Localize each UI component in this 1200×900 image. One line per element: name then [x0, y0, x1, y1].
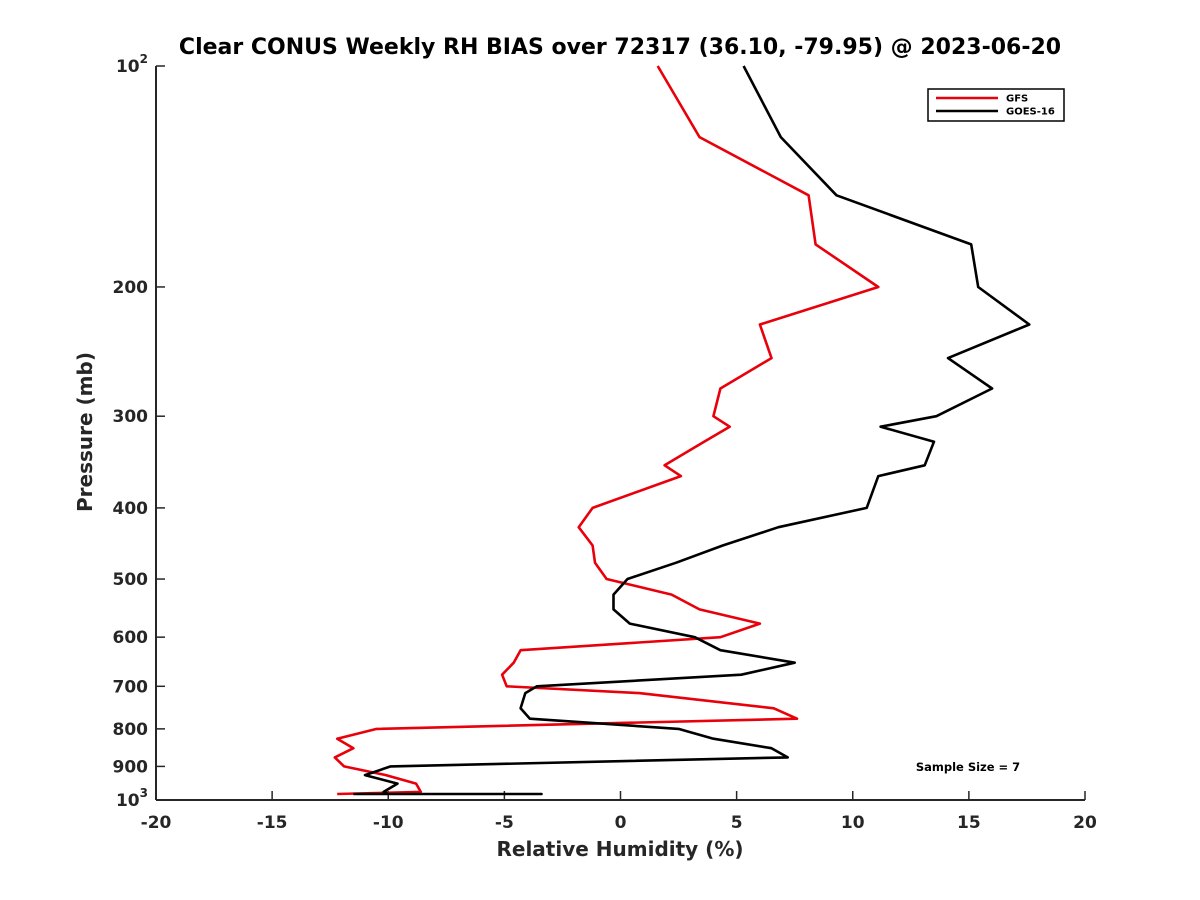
legend-label: GFS — [1006, 94, 1028, 105]
series-line-goes-16 — [353, 65, 1031, 796]
legend-box — [927, 88, 1065, 122]
y-tick-label: 400 — [113, 499, 149, 519]
x-tick-label: 10 — [841, 813, 865, 833]
x-tick-label: -5 — [495, 813, 514, 833]
y-tick-label: 700 — [113, 677, 149, 697]
y-tick-base: 10 — [116, 57, 140, 77]
y-axis-label: Pressure (mb) — [73, 352, 97, 512]
x-tick-label: 15 — [957, 813, 981, 833]
y-tick-label: 900 — [113, 757, 149, 777]
legend: GFS GOES-16 — [927, 88, 1065, 122]
y-tick-label: 300 — [113, 407, 149, 427]
x-axis: -20 -15 -10 -5 0 5 10 15 20 — [141, 791, 1097, 833]
chart-title: Clear CONUS Weekly RH BIAS over 72317 (3… — [179, 35, 1061, 60]
series-line-gfs — [333, 65, 880, 796]
legend-label: GOES-16 — [1006, 107, 1055, 118]
series-layer — [333, 65, 1031, 796]
x-tick-label: -20 — [141, 813, 172, 833]
y-tick-base: 10 — [116, 791, 140, 811]
x-tick-label: 20 — [1073, 813, 1097, 833]
y-tick-label: 200 — [113, 278, 149, 298]
x-axis-label: Relative Humidity (%) — [496, 837, 743, 861]
x-tick-label: -15 — [257, 813, 288, 833]
y-tick-label: 102 — [116, 52, 148, 77]
sample-size-annotation: Sample Size = 7 — [916, 760, 1020, 774]
y-tick-exponent: 3 — [140, 786, 148, 800]
y-tick-label: 500 — [113, 570, 149, 590]
y-tick-label: 103 — [116, 786, 148, 811]
x-tick-label: -10 — [373, 813, 404, 833]
y-tick-label: 800 — [113, 720, 149, 740]
y-tick-exponent: 2 — [140, 52, 148, 66]
y-tick-label: 600 — [113, 628, 149, 648]
x-tick-label: 5 — [731, 813, 743, 833]
x-tick-label: 0 — [615, 813, 627, 833]
